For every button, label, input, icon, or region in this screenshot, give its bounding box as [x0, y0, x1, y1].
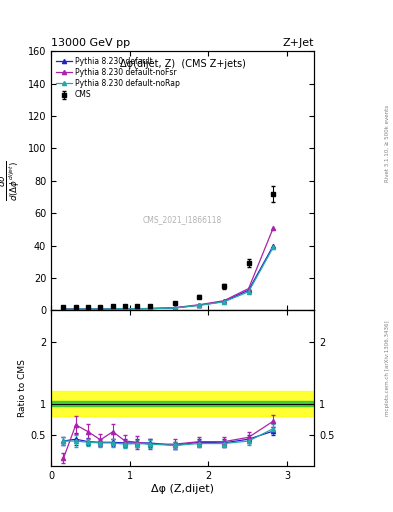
Pythia 8.230 default-noFsr — [135, 306, 140, 312]
Pythia 8.230 default — [222, 298, 226, 305]
Text: Z+Jet: Z+Jet — [283, 38, 314, 49]
Pythia 8.230 default-noFsr — [110, 306, 115, 312]
Pythia 8.230 default-noRap — [123, 306, 127, 312]
X-axis label: Δφ (Z,dijet): Δφ (Z,dijet) — [151, 483, 214, 494]
Pythia 8.230 default — [271, 243, 275, 249]
Line: Pythia 8.230 default-noRap: Pythia 8.230 default-noRap — [61, 245, 275, 311]
Pythia 8.230 default-noFsr — [246, 286, 251, 292]
Pythia 8.230 default — [123, 306, 127, 312]
Pythia 8.230 default-noRap — [135, 306, 140, 312]
Text: mcplots.cern.ch [arXiv:1306.3436]: mcplots.cern.ch [arXiv:1306.3436] — [385, 321, 389, 416]
Line: Pythia 8.230 default: Pythia 8.230 default — [61, 244, 275, 311]
Pythia 8.230 default — [86, 306, 90, 312]
Pythia 8.230 default-noRap — [246, 289, 251, 295]
Pythia 8.230 default — [197, 302, 202, 308]
Pythia 8.230 default-noFsr — [73, 306, 78, 312]
Pythia 8.230 default-noFsr — [197, 302, 202, 308]
Pythia 8.230 default-noRap — [172, 305, 177, 311]
Pythia 8.230 default-noRap — [197, 302, 202, 308]
Pythia 8.230 default-noFsr — [123, 306, 127, 312]
Pythia 8.230 default-noFsr — [86, 306, 90, 312]
Pythia 8.230 default-noFsr — [147, 305, 152, 311]
Pythia 8.230 default-noFsr — [271, 225, 275, 231]
Pythia 8.230 default-noRap — [147, 306, 152, 312]
Text: 13000 GeV pp: 13000 GeV pp — [51, 38, 130, 49]
Pythia 8.230 default — [147, 306, 152, 312]
Pythia 8.230 default-noRap — [98, 306, 103, 312]
Pythia 8.230 default — [135, 306, 140, 312]
Pythia 8.230 default-noRap — [73, 306, 78, 312]
Pythia 8.230 default-noRap — [110, 306, 115, 312]
Pythia 8.230 default-noRap — [86, 306, 90, 312]
Pythia 8.230 default-noRap — [61, 306, 66, 312]
Pythia 8.230 default-noFsr — [61, 306, 66, 312]
Pythia 8.230 default — [98, 306, 103, 312]
Y-axis label: Ratio to CMS: Ratio to CMS — [18, 359, 27, 417]
Text: Δφ(dijet, Z)  (CMS Z+jets): Δφ(dijet, Z) (CMS Z+jets) — [120, 59, 246, 69]
Pythia 8.230 default — [172, 305, 177, 311]
Pythia 8.230 default-noFsr — [98, 306, 103, 312]
Pythia 8.230 default — [61, 306, 66, 312]
Pythia 8.230 default — [246, 287, 251, 293]
Pythia 8.230 default-noRap — [222, 298, 226, 305]
Pythia 8.230 default-noFsr — [172, 305, 177, 311]
Pythia 8.230 default-noFsr — [222, 297, 226, 304]
Text: Rivet 3.1.10, ≥ 500k events: Rivet 3.1.10, ≥ 500k events — [385, 105, 389, 182]
Pythia 8.230 default — [110, 306, 115, 312]
Pythia 8.230 default-noRap — [271, 244, 275, 250]
Line: Pythia 8.230 default-noFsr: Pythia 8.230 default-noFsr — [61, 226, 275, 311]
Pythia 8.230 default — [73, 306, 78, 312]
Legend: Pythia 8.230 default, Pythia 8.230 default-noFsr, Pythia 8.230 default-noRap, CM: Pythia 8.230 default, Pythia 8.230 defau… — [55, 55, 181, 101]
Y-axis label: $\frac{d\sigma}{d(\Delta\phi^{dijet})}$: $\frac{d\sigma}{d(\Delta\phi^{dijet})}$ — [0, 161, 22, 201]
Text: CMS_2021_I1866118: CMS_2021_I1866118 — [143, 215, 222, 224]
